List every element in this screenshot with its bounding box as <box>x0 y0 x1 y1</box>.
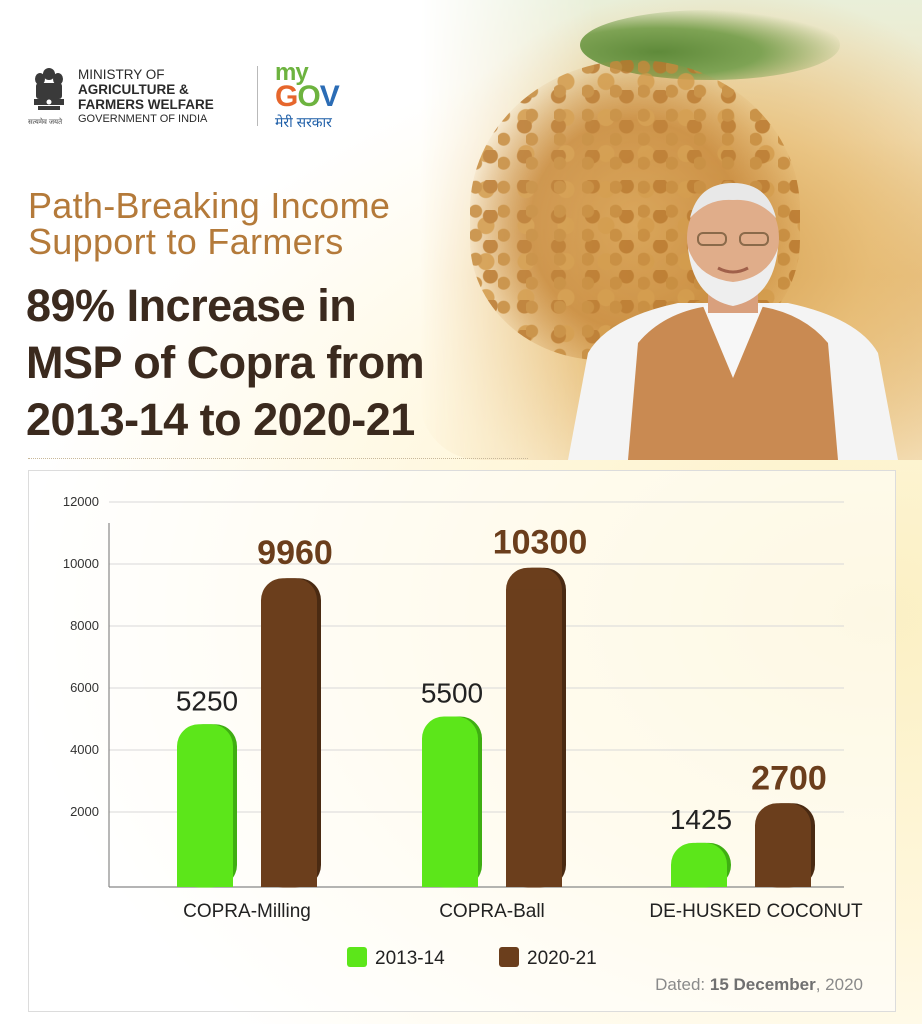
national-emblem-icon <box>34 68 64 110</box>
mygov-gov: GOV <box>275 80 340 113</box>
y-tick-label: 10000 <box>63 556 99 571</box>
subtitle: Path-Breaking Income Support to Farmers <box>28 185 391 262</box>
data-label: 9960 <box>257 534 333 572</box>
emblem-caption: सत्यमेव जयते <box>28 119 63 126</box>
bar-fill <box>177 746 233 887</box>
y-tick-label: 2000 <box>70 804 99 819</box>
ministry-line-4: GOVERNMENT OF INDIA <box>78 113 208 125</box>
bar-fill <box>261 600 317 887</box>
mygov-my: my <box>275 59 309 86</box>
mygov-logo: my GOV मेरी सरकार <box>275 59 340 132</box>
header-divider <box>257 66 258 126</box>
legend-swatch <box>347 947 367 967</box>
dated-text: Dated: 15 December, 2020 <box>655 975 863 994</box>
y-tick-label: 6000 <box>70 680 99 695</box>
category-label: DE-HUSKED COCONUT <box>649 901 863 922</box>
ministry-line-1: MINISTRY OF <box>78 67 165 82</box>
category-label: COPRA-Ball <box>439 901 545 922</box>
y-tick-label: 8000 <box>70 618 99 633</box>
ministry-line-3: FARMERS WELFARE <box>78 97 214 112</box>
bar-fill <box>671 864 727 887</box>
bar-fill <box>422 738 478 887</box>
legend-label: 2013-14 <box>375 948 445 969</box>
data-label: 5500 <box>421 678 483 709</box>
legend-swatch <box>499 947 519 967</box>
bar-fill <box>755 825 811 887</box>
y-tick-label: 12000 <box>63 494 99 509</box>
mygov-tagline: मेरी सरकार <box>275 114 332 130</box>
ministry-line-2: AGRICULTURE & <box>78 82 189 97</box>
portrait-image <box>568 183 898 460</box>
ministry-logo-text: MINISTRY OF AGRICULTURE & FARMERS WELFAR… <box>78 67 214 127</box>
legend-label: 2020-21 <box>527 948 597 969</box>
y-tick-label: 4000 <box>70 742 99 757</box>
bar-chart: 2000 4000 6000 8000 10000 12000 5250 5500 1425 99… <box>63 494 863 969</box>
data-label: 10300 <box>493 524 588 562</box>
data-label: 1425 <box>670 804 732 835</box>
section-divider <box>28 458 528 459</box>
headline: 89% Increase in MSP of Copra from 2013-1… <box>26 280 425 445</box>
data-label: 5250 <box>176 685 238 716</box>
chart-panel: 2000 4000 6000 8000 10000 12000 5250 5500 1425 99… <box>28 470 896 1012</box>
data-label: 2700 <box>751 759 827 797</box>
category-label: COPRA-Milling <box>183 901 311 922</box>
bar-fill <box>506 589 562 887</box>
